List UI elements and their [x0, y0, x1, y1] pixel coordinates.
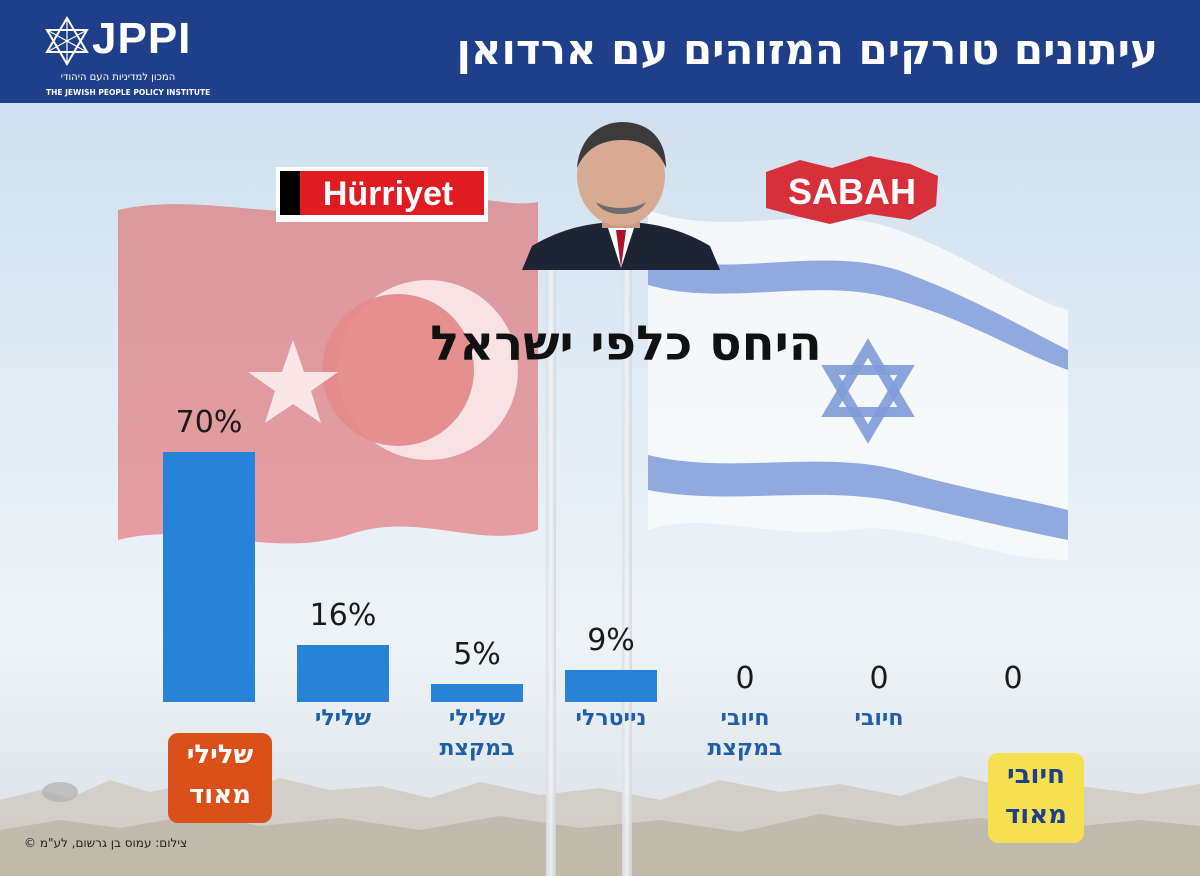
flag-pole-right	[622, 240, 632, 876]
category-label-2: שלילי	[278, 704, 408, 734]
chart-title: היחס כלפי ישראל	[430, 316, 822, 372]
value-label-4: 9%	[587, 623, 635, 658]
value-label-6: 0	[869, 661, 889, 696]
flag-pole-left	[546, 240, 556, 876]
category-label-5: חיובי במקצת	[680, 704, 810, 764]
hurriyet-logo: Hürriyet	[276, 167, 488, 222]
erdogan-portrait	[522, 122, 720, 270]
bar-2	[297, 645, 389, 702]
value-label-2: 16%	[309, 598, 377, 633]
bar-1	[163, 452, 255, 702]
category-label-3-line-2: במקצת	[439, 736, 515, 761]
jppi-logo-text: JPPI	[92, 14, 192, 63]
bar-4	[565, 670, 657, 702]
hurriyet-logo-text: Hürriyet	[323, 175, 453, 213]
category-label-6-line-1: חיובי	[854, 706, 904, 731]
value-label-7: 0	[1003, 661, 1023, 696]
star-of-david-icon	[45, 16, 89, 66]
jppi-logo-subtitle-english: THE JEWISH PEOPLE POLICY INSTITUTE	[46, 88, 211, 97]
header-bar: JPPI המכון למדיניות העם היהודי THE JEWIS…	[0, 0, 1200, 103]
value-label-3: 5%	[453, 637, 501, 672]
israeli-flag	[648, 210, 1068, 560]
category-label-3: שלילי במקצת	[412, 704, 542, 764]
value-label-1: 70%	[175, 405, 243, 440]
very-negative-badge: שלילי מאוד	[168, 733, 272, 823]
very-positive-badge-line-2: מאוד	[1005, 800, 1067, 830]
category-label-2-line-1: שלילי	[314, 706, 372, 731]
very-positive-badge: חיובי מאוד	[988, 753, 1084, 843]
sabah-logo-text: SABAH	[788, 171, 916, 212]
value-label-5: 0	[735, 661, 755, 696]
category-label-4: נייטרלי	[546, 704, 676, 734]
category-label-5-line-2: במקצת	[707, 736, 783, 761]
category-label-5-line-1: חיובי	[720, 706, 770, 731]
category-label-3-line-1: שלילי	[448, 706, 506, 731]
page-title: עיתונים טורקים המזוהים עם ארדואן	[456, 25, 1158, 74]
category-label-4-line-1: נייטרלי	[575, 706, 647, 731]
category-label-6: חיובי	[814, 704, 944, 734]
very-positive-badge-line-1: חיובי	[1007, 760, 1065, 790]
very-negative-badge-line-1: שלילי	[186, 740, 254, 770]
sabah-logo: SABAH	[766, 156, 938, 224]
very-negative-badge-line-2: מאוד	[189, 780, 251, 810]
photo-credit: צילום: עמוס בן גרשום, לע"מ ©	[24, 836, 188, 850]
jppi-logo-subtitle-hebrew: המכון למדיניות העם היהודי	[60, 72, 176, 83]
bar-3	[431, 684, 523, 702]
